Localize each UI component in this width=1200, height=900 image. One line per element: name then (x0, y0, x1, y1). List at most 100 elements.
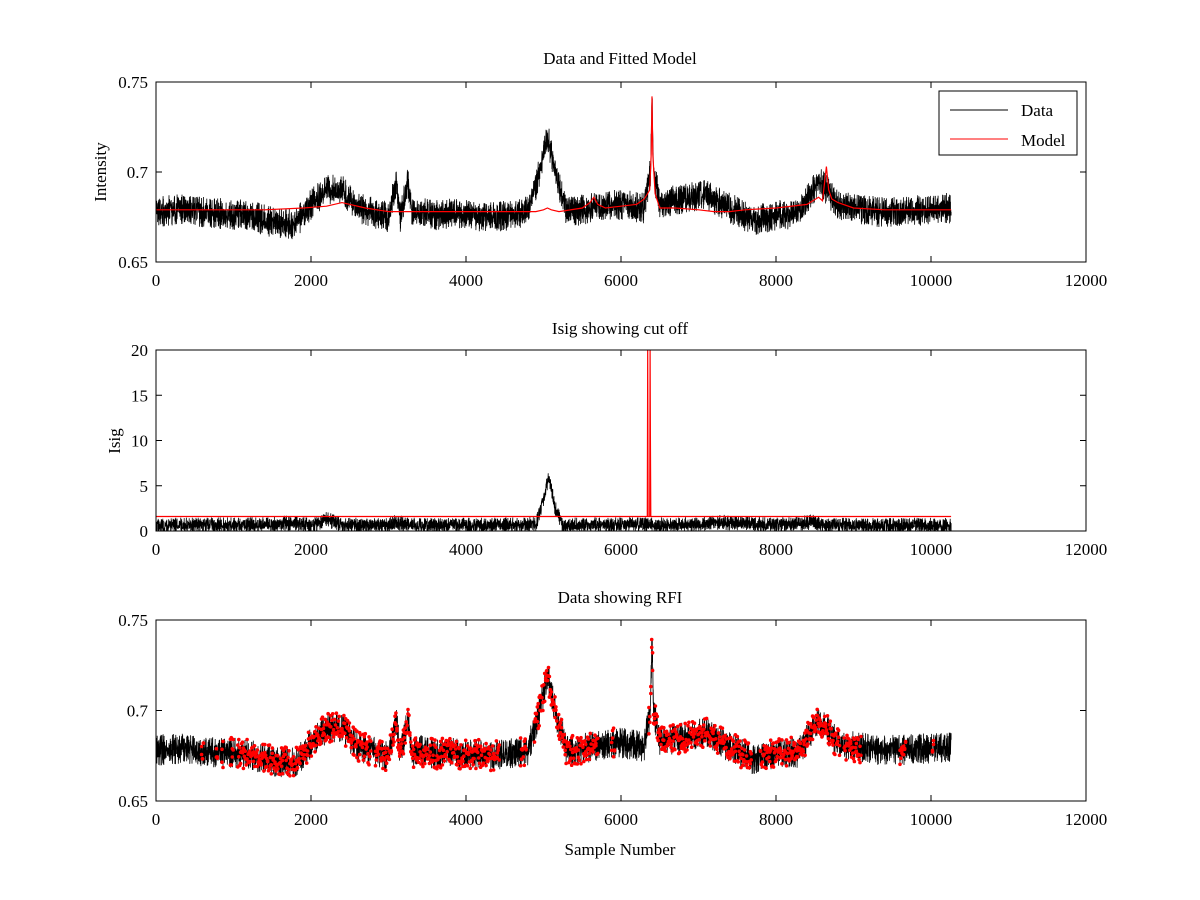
rfi-point (220, 747, 224, 752)
rfi-point (760, 760, 765, 764)
rfi-point (264, 764, 269, 769)
rfi-point (596, 736, 600, 741)
rfi-point (732, 759, 737, 763)
rfi-point (523, 744, 527, 749)
rfi-point (425, 746, 430, 751)
rfi-point (365, 745, 369, 749)
rfi-point (322, 732, 327, 737)
rfi-point (521, 755, 526, 759)
x-tick-label: 8000 (759, 540, 793, 559)
rfi-point (373, 763, 378, 768)
rfi-point (771, 741, 776, 745)
rfi-point (445, 749, 449, 754)
rfi-point (236, 743, 240, 747)
rfi-point (852, 737, 857, 741)
rfi-point (822, 714, 827, 719)
rfi-point (440, 763, 445, 767)
rfi-point (240, 751, 245, 755)
rfi-point (352, 737, 356, 741)
rfi-point (554, 708, 558, 712)
rfi-point (848, 741, 853, 746)
rfi-point (201, 741, 206, 745)
rfi-point (547, 674, 552, 679)
x-tick-label: 6000 (604, 810, 638, 829)
rfi-point (820, 735, 824, 739)
rfi-point (593, 733, 597, 737)
rfi-point (553, 715, 557, 720)
rfi-point (215, 756, 220, 760)
rfi-point (440, 736, 445, 741)
rfi-point (828, 719, 833, 723)
rfi-point (802, 742, 806, 747)
rfi-point (845, 733, 849, 738)
rfi-point (377, 742, 382, 746)
x-tick-label: 8000 (759, 810, 793, 829)
rfi-point (411, 765, 416, 769)
rfi-point (560, 735, 565, 740)
rfi-point (452, 755, 457, 760)
rfi-point (663, 749, 668, 753)
rfi-point (335, 726, 340, 730)
rfi-point (317, 726, 321, 731)
rfi-point (474, 766, 478, 771)
rfi-point (302, 753, 306, 757)
rfi-point (276, 767, 280, 771)
rfi-point (316, 733, 320, 737)
rfi-point (490, 744, 495, 748)
rfi-point (309, 754, 314, 758)
rfi-point (763, 747, 767, 752)
rfi-point (821, 731, 826, 736)
x-tick-label: 6000 (604, 540, 638, 559)
rfi-point (270, 746, 275, 750)
x-tick-label: 10000 (910, 810, 953, 829)
rfi-point (384, 761, 389, 765)
rfi-point (448, 736, 452, 741)
rfi-point (738, 739, 742, 743)
rfi-point (931, 738, 936, 743)
rfi-point (744, 754, 749, 758)
rfi-point (764, 766, 768, 771)
rfi-point (437, 748, 442, 753)
rfi-point (685, 748, 689, 752)
rfi-point (276, 754, 280, 758)
rfi-point (695, 742, 700, 746)
rfi-point (457, 746, 462, 751)
rfi-point (655, 714, 660, 719)
rfi-point (728, 735, 733, 740)
rfi-point (396, 743, 401, 747)
rfi-point (305, 753, 310, 757)
rfi-point (664, 729, 669, 734)
rfi-point (686, 742, 690, 746)
rfi-point (818, 718, 822, 722)
rfi-point (267, 743, 272, 747)
rfi-point (715, 747, 719, 751)
rfi-point (330, 712, 335, 716)
rfi-point (534, 712, 539, 716)
rfi-point (673, 747, 677, 752)
rfi-point (346, 726, 351, 730)
rfi-point (420, 758, 424, 763)
rfi-point (481, 761, 486, 765)
rfi-point (280, 758, 285, 763)
rfi-point (700, 734, 704, 739)
rfi-point (291, 773, 296, 778)
rfi-point (559, 725, 564, 730)
rfi-point (681, 743, 686, 748)
rfi-point (296, 747, 301, 752)
rfi-point (670, 729, 674, 734)
rfi-point (396, 738, 400, 742)
rfi-point (662, 738, 666, 742)
rfi-point (545, 678, 550, 683)
rfi-point (556, 726, 560, 730)
rfi-point (367, 762, 371, 767)
rfi-point (591, 750, 595, 754)
rfi-point (853, 745, 858, 750)
rfi-point (392, 740, 396, 744)
rfi-point (417, 756, 422, 760)
rfi-point (466, 752, 471, 757)
rfi-point (768, 738, 773, 742)
rfi-point (453, 743, 458, 747)
rfi-point (843, 748, 847, 753)
x-tick-label: 2000 (294, 540, 328, 559)
rfi-point (567, 741, 571, 745)
